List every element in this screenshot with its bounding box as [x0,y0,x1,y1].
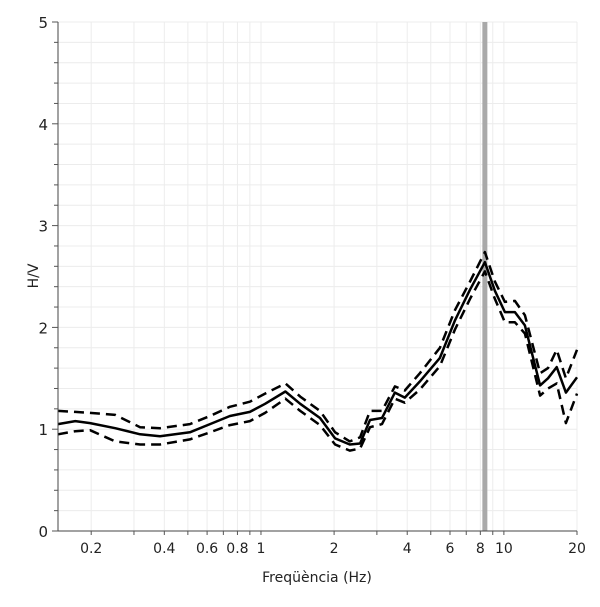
x-tick-label: 0.2 [80,541,102,557]
y-tick-label: 5 [38,14,48,32]
x-tick-label: 0.8 [226,541,248,557]
y-tick-label: 1 [38,421,48,439]
y-tick-label: 2 [38,319,48,337]
axes: 0 1 2 3 4 5 0.2 0.4 0.6 0.8 1 2 4 6 8 10 20 [38,14,585,557]
y-tick-label: 3 [38,218,48,236]
x-tick-label: 6 [446,541,455,557]
upper-std-curve [57,250,579,443]
x-tick-label: 8 [476,541,485,557]
x-tick-label: 10 [495,541,513,557]
x-axis-label: Freqüència (Hz) [262,570,372,586]
x-tick-label: 0.4 [153,541,175,557]
lower-std-curve [57,270,579,452]
y-axis-label: H/V [26,263,42,288]
y-tick-label: 4 [38,116,48,134]
x-tick-label: 20 [568,541,586,557]
grid [58,21,578,532]
x-tick-label: 2 [330,541,339,557]
x-tick-label: 1 [257,541,266,557]
x-tick-label: 4 [403,541,412,557]
mean-hv-curve [57,260,579,446]
x-tick-label: 0.6 [196,541,218,557]
y-tick-label: 0 [38,523,48,541]
series-lines [57,250,579,452]
